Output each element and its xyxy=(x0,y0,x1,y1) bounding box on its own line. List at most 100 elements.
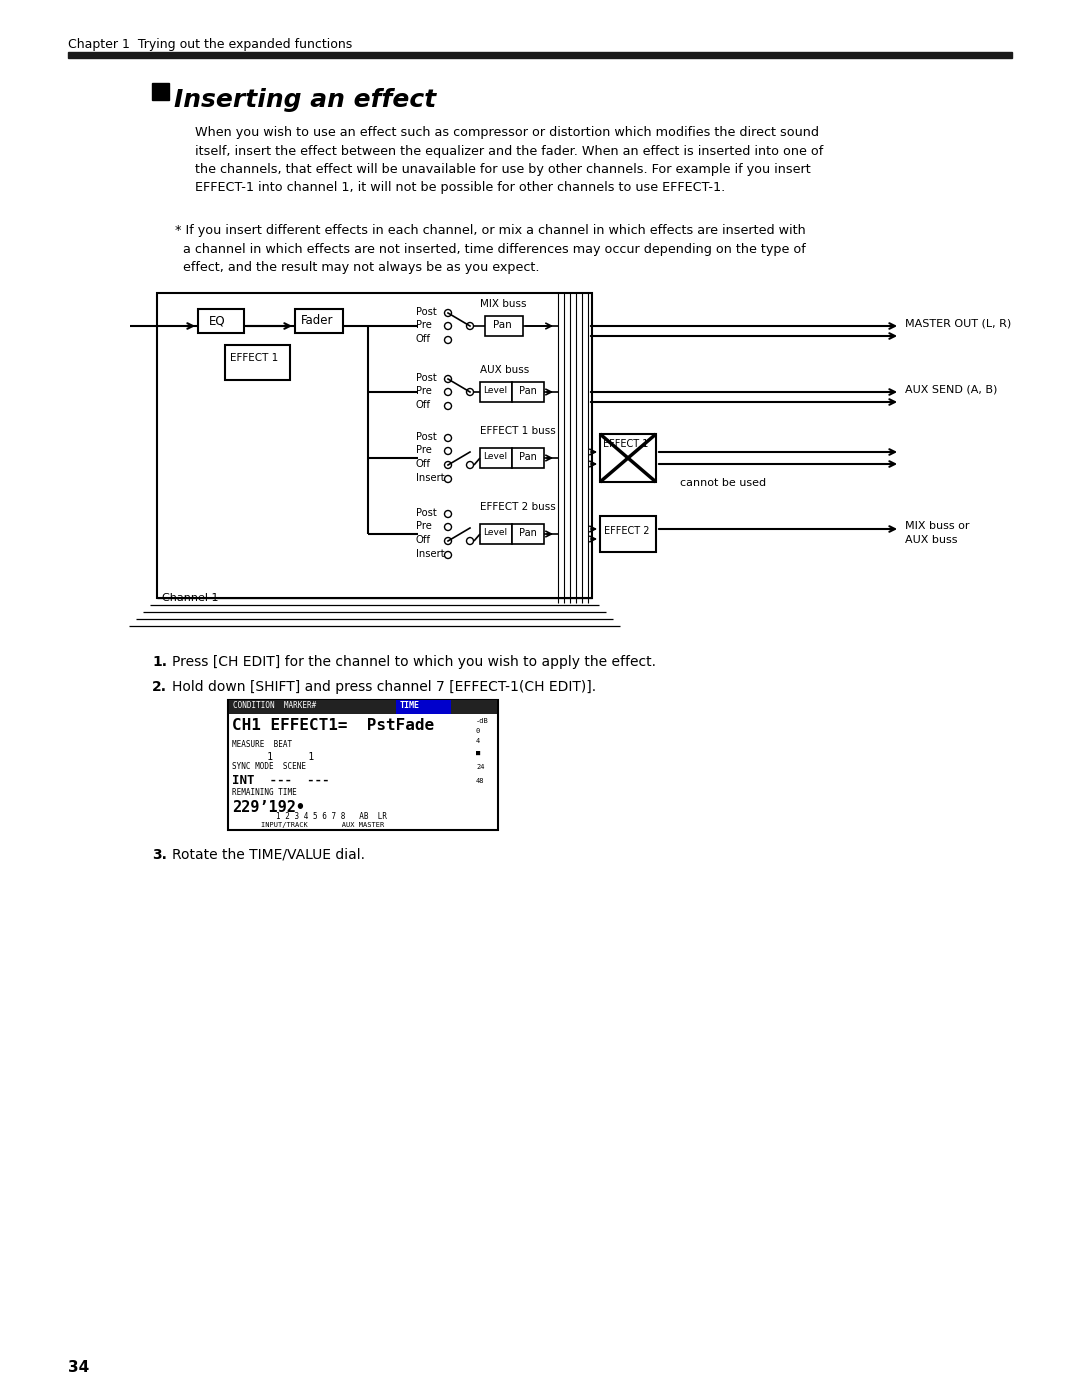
Bar xyxy=(480,448,512,468)
Bar xyxy=(152,82,168,101)
Text: Pan: Pan xyxy=(519,386,537,395)
Text: EFFECT 1 buss: EFFECT 1 buss xyxy=(480,426,556,436)
Bar xyxy=(600,434,656,482)
Circle shape xyxy=(445,475,451,482)
Bar xyxy=(295,309,343,332)
Text: 229’192•: 229’192• xyxy=(232,800,305,814)
Text: Off: Off xyxy=(416,535,431,545)
Text: 0: 0 xyxy=(476,728,481,733)
Text: TIME: TIME xyxy=(400,701,420,710)
Text: CONDITION  MARKER#: CONDITION MARKER# xyxy=(233,701,316,710)
Circle shape xyxy=(445,337,451,344)
Text: Pan: Pan xyxy=(519,528,537,538)
Text: MEASURE  BEAT: MEASURE BEAT xyxy=(232,740,292,749)
Bar xyxy=(480,524,512,543)
Circle shape xyxy=(445,323,451,330)
Bar xyxy=(229,700,497,714)
Text: CH1 EFFECT1=  PstFade: CH1 EFFECT1= PstFade xyxy=(232,718,434,733)
Text: Chapter 1  Trying out the expanded functions: Chapter 1 Trying out the expanded functi… xyxy=(68,38,352,52)
Bar xyxy=(485,316,523,337)
Bar xyxy=(512,524,544,543)
Bar xyxy=(157,293,592,598)
Text: 1      1: 1 1 xyxy=(232,752,314,761)
Text: Pre: Pre xyxy=(416,521,432,531)
Circle shape xyxy=(467,461,473,468)
Bar xyxy=(68,52,1012,59)
Text: Level: Level xyxy=(483,528,508,536)
Text: -dB: -dB xyxy=(476,718,489,724)
Text: AUX buss: AUX buss xyxy=(905,535,958,545)
Circle shape xyxy=(445,524,451,531)
Text: INPUT/TRACK        AUX MASTER: INPUT/TRACK AUX MASTER xyxy=(261,821,384,828)
Text: SYNC MODE  SCENE: SYNC MODE SCENE xyxy=(232,761,306,771)
Bar xyxy=(512,448,544,468)
Circle shape xyxy=(445,510,451,517)
Text: EFFECT 1: EFFECT 1 xyxy=(603,439,648,448)
Text: 34: 34 xyxy=(68,1361,90,1375)
Text: Post: Post xyxy=(416,373,436,383)
Circle shape xyxy=(445,402,451,409)
Text: Pan: Pan xyxy=(492,320,512,330)
Bar xyxy=(396,700,451,714)
Text: ■: ■ xyxy=(476,750,481,756)
Text: AUX buss: AUX buss xyxy=(480,365,529,374)
Circle shape xyxy=(467,538,473,545)
Text: * If you insert different effects in each channel, or mix a channel in which eff: * If you insert different effects in eac… xyxy=(175,224,806,274)
Text: Pre: Pre xyxy=(416,446,432,455)
Text: 24: 24 xyxy=(476,764,485,770)
Text: 1 2 3 4 5 6 7 8   AB  LR: 1 2 3 4 5 6 7 8 AB LR xyxy=(276,812,387,821)
Text: Post: Post xyxy=(416,432,436,441)
Text: AUX SEND (A, B): AUX SEND (A, B) xyxy=(905,386,997,395)
Text: Level: Level xyxy=(483,453,508,461)
Circle shape xyxy=(445,388,451,395)
Bar xyxy=(198,309,244,332)
Text: Off: Off xyxy=(416,460,431,469)
Text: INT  ---  ---: INT --- --- xyxy=(232,774,329,787)
Circle shape xyxy=(445,434,451,441)
Bar xyxy=(225,345,291,380)
Text: Rotate the TIME/VALUE dial.: Rotate the TIME/VALUE dial. xyxy=(172,848,365,862)
Text: MIX buss or: MIX buss or xyxy=(905,521,970,531)
Text: Level: Level xyxy=(483,386,508,395)
Circle shape xyxy=(467,388,473,395)
Text: EFFECT 2: EFFECT 2 xyxy=(604,527,649,536)
Text: Press [CH EDIT] for the channel to which you wish to apply the effect.: Press [CH EDIT] for the channel to which… xyxy=(172,655,656,669)
Text: Off: Off xyxy=(416,400,431,409)
Text: Pre: Pre xyxy=(416,320,432,330)
Text: Post: Post xyxy=(416,307,436,317)
Circle shape xyxy=(467,323,473,330)
Bar xyxy=(480,381,512,402)
Circle shape xyxy=(445,461,451,468)
Bar xyxy=(600,515,656,552)
Text: Off: Off xyxy=(416,334,431,344)
Text: EFFECT 2 buss: EFFECT 2 buss xyxy=(480,502,556,511)
Text: 1.: 1. xyxy=(152,655,167,669)
Text: Post: Post xyxy=(416,509,436,518)
Bar xyxy=(512,381,544,402)
Circle shape xyxy=(445,538,451,545)
Text: Channel 1: Channel 1 xyxy=(162,592,218,604)
Text: MIX buss: MIX buss xyxy=(480,299,527,309)
Text: When you wish to use an effect such as compressor or distortion which modifies t: When you wish to use an effect such as c… xyxy=(195,126,823,194)
Text: Inserting an effect: Inserting an effect xyxy=(174,88,436,112)
Text: 2.: 2. xyxy=(152,680,167,694)
Text: EFFECT 1: EFFECT 1 xyxy=(230,353,279,363)
Bar xyxy=(228,700,498,830)
Text: Insert: Insert xyxy=(416,549,445,559)
Text: EQ: EQ xyxy=(210,314,226,327)
Text: Insert: Insert xyxy=(416,474,445,483)
Text: REMAINING TIME: REMAINING TIME xyxy=(232,788,297,798)
Text: Hold down [SHIFT] and press channel 7 [EFFECT-1(CH EDIT)].: Hold down [SHIFT] and press channel 7 [E… xyxy=(172,680,596,694)
Text: 48: 48 xyxy=(476,778,485,784)
Text: 4: 4 xyxy=(476,738,481,745)
Circle shape xyxy=(445,447,451,454)
Text: Pan: Pan xyxy=(519,453,537,462)
Text: MASTER OUT (L, R): MASTER OUT (L, R) xyxy=(905,319,1011,330)
Text: cannot be used: cannot be used xyxy=(680,478,766,488)
Circle shape xyxy=(445,376,451,383)
Text: Pre: Pre xyxy=(416,386,432,395)
Circle shape xyxy=(445,310,451,317)
Text: 3.: 3. xyxy=(152,848,167,862)
Text: Fader: Fader xyxy=(301,314,334,327)
Circle shape xyxy=(445,552,451,559)
